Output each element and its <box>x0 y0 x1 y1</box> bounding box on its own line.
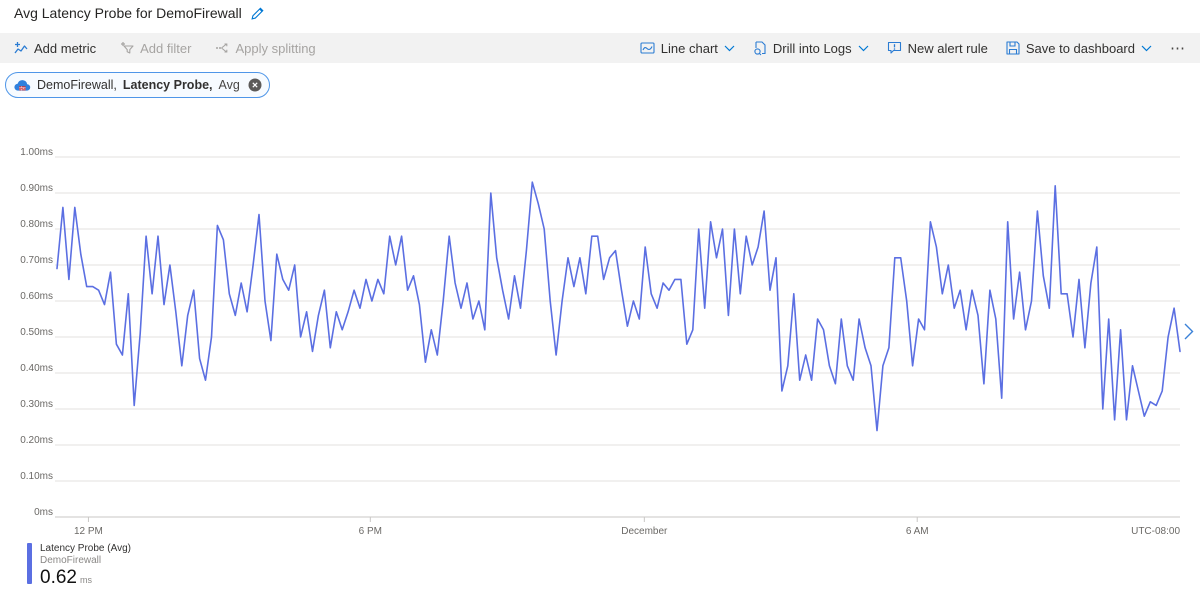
ellipsis-icon: ⋯ <box>1170 40 1186 57</box>
line-chart-icon <box>640 41 655 55</box>
legend-color-bar <box>27 543 32 584</box>
chevron-right-icon <box>1184 323 1194 340</box>
apply-splitting-label: Apply splitting <box>235 40 316 56</box>
save-to-dashboard-label: Save to dashboard <box>1025 40 1135 56</box>
metrics-chart: 1.00ms 0.90ms 0.80ms 0.70ms 0.60ms 0.50ms 0.40… <box>0 145 1200 545</box>
timezone-label: UTC-08:00 <box>1131 526 1180 537</box>
pan-time-forward-button[interactable] <box>1180 320 1198 342</box>
save-to-dashboard-dropdown[interactable]: Save to dashboard <box>1006 41 1152 56</box>
more-options-button[interactable]: ⋯ <box>1170 39 1186 57</box>
add-metric-button[interactable]: Add metric <box>14 41 96 56</box>
y-tick-label: 0.60ms <box>20 291 53 302</box>
chip-aggregation: Avg <box>218 78 240 92</box>
apply-splitting-button[interactable]: Apply splitting <box>215 40 316 56</box>
toolbar-left-group: Add metric Add filter Apply splitting <box>14 41 316 56</box>
legend-unit: ms <box>79 575 92 585</box>
y-tick-label: 0.80ms <box>20 219 53 230</box>
chip-metric: Latency Probe, <box>122 78 213 92</box>
firewall-icon <box>14 79 31 92</box>
y-tick-label: 0.90ms <box>20 183 53 194</box>
metric-chip[interactable]: DemoFirewall, Latency Probe, Avg <box>5 72 270 98</box>
x-tick-label: December <box>621 526 668 537</box>
chevron-down-icon <box>1141 45 1152 52</box>
chart-title-row: Avg Latency Probe for DemoFirewall <box>14 5 265 21</box>
y-tick-label: 0ms <box>34 507 53 518</box>
drill-into-logs-label: Drill into Logs <box>772 40 852 56</box>
x-tick-label: 12 PM <box>74 526 103 537</box>
new-alert-rule-icon <box>887 41 902 55</box>
chart-legend[interactable]: Latency Probe (Avg) DemoFirewall 0.62 ms <box>27 543 131 589</box>
chip-resource: DemoFirewall, <box>37 78 117 92</box>
metric-chip-row: DemoFirewall, Latency Probe, Avg <box>5 72 270 98</box>
legend-resource-label: DemoFirewall <box>40 554 102 566</box>
apply-splitting-icon <box>215 41 229 55</box>
edit-title-pencil-icon[interactable] <box>250 6 265 21</box>
line-chart-label: Line chart <box>660 40 718 56</box>
drill-into-logs-dropdown[interactable]: Drill into Logs <box>753 41 869 56</box>
y-tick-label: 0.20ms <box>20 435 53 446</box>
add-metric-label: Add metric <box>34 40 97 56</box>
add-filter-icon <box>120 41 134 55</box>
legend-value-row: 0.62 ms <box>40 567 131 589</box>
y-tick-label: 0.40ms <box>20 363 53 374</box>
y-tick-label: 0.50ms <box>20 327 53 338</box>
toolbar-right-group: Line chart Drill into Logs New alert rul… <box>640 39 1186 57</box>
add-filter-label: Add filter <box>140 40 192 56</box>
remove-metric-icon[interactable] <box>248 78 262 92</box>
legend-series-label: Latency Probe (Avg) <box>40 543 131 554</box>
y-tick-label: 1.00ms <box>20 147 53 158</box>
metrics-toolbar: Add metric Add filter Apply splitting Li… <box>0 33 1200 63</box>
y-tick-label: 0.30ms <box>20 399 53 410</box>
x-tick-label: 6 AM <box>906 526 929 537</box>
legend-avg-value: 0.62 <box>40 567 77 588</box>
add-filter-button[interactable]: Add filter <box>120 41 191 56</box>
line-chart-dropdown[interactable]: Line chart <box>640 41 735 56</box>
new-alert-rule-label: New alert rule <box>907 40 988 56</box>
legend-texts: Latency Probe (Avg) DemoFirewall 0.62 ms <box>40 543 131 589</box>
save-icon <box>1006 41 1020 55</box>
chevron-down-icon <box>858 45 869 52</box>
new-alert-rule-button[interactable]: New alert rule <box>887 41 988 56</box>
chevron-down-icon <box>724 45 735 52</box>
chart-canvas: 1.00ms 0.90ms 0.80ms 0.70ms 0.60ms 0.50ms 0.40… <box>20 147 1181 537</box>
drill-into-logs-icon <box>753 40 767 56</box>
add-metric-icon <box>14 41 28 55</box>
y-tick-label: 0.10ms <box>20 471 53 482</box>
page-title: Avg Latency Probe for DemoFirewall <box>14 5 242 21</box>
chart-line <box>56 181 1181 432</box>
y-tick-label: 0.70ms <box>20 255 53 266</box>
x-tick-label: 6 PM <box>359 526 382 537</box>
